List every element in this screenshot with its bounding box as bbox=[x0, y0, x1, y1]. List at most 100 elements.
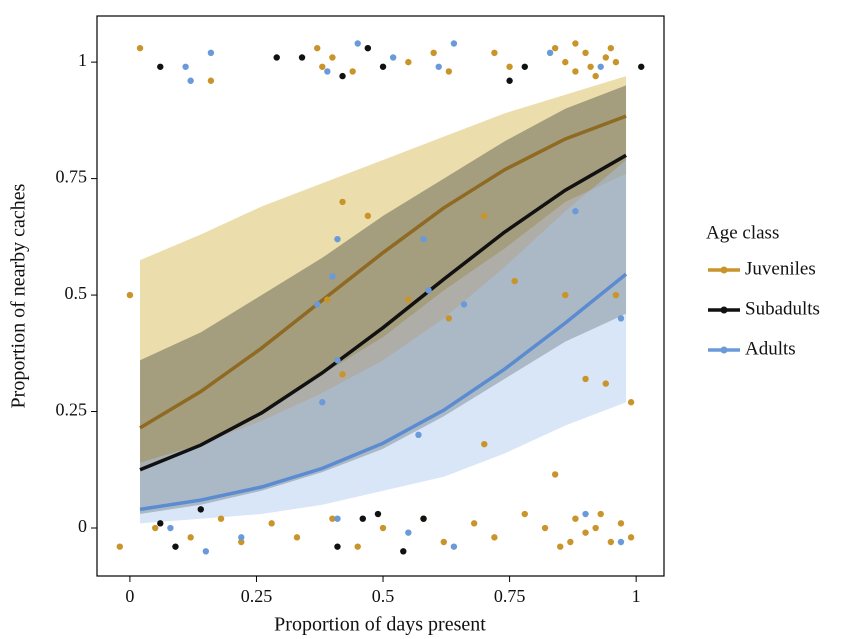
data-point bbox=[354, 40, 361, 47]
data-point bbox=[202, 548, 210, 555]
legend-label: Adults bbox=[745, 338, 796, 359]
data-point bbox=[450, 543, 458, 550]
data-point bbox=[415, 431, 422, 439]
data-point bbox=[167, 524, 174, 532]
data-point bbox=[470, 520, 478, 527]
data-point bbox=[440, 538, 447, 546]
y-tick-label: 0.75 bbox=[56, 167, 88, 187]
x-tick-label: 1 bbox=[632, 586, 641, 606]
data-point bbox=[334, 543, 341, 550]
data-point bbox=[597, 510, 604, 518]
legend-title: Age class bbox=[706, 222, 779, 243]
data-point bbox=[551, 44, 559, 52]
data-point bbox=[273, 54, 280, 61]
data-point bbox=[627, 534, 635, 541]
data-point bbox=[627, 399, 635, 406]
data-point bbox=[617, 520, 625, 527]
data-point bbox=[587, 63, 594, 70]
data-point bbox=[319, 399, 326, 406]
data-point bbox=[597, 63, 604, 70]
data-point bbox=[339, 72, 346, 80]
data-point bbox=[425, 287, 432, 294]
data-point bbox=[430, 49, 437, 57]
data-point bbox=[238, 538, 245, 546]
data-point bbox=[617, 315, 625, 322]
data-point bbox=[207, 77, 215, 84]
data-point bbox=[339, 198, 346, 206]
fit-line bbox=[139, 114, 627, 430]
data-point bbox=[152, 524, 159, 532]
data-point bbox=[602, 54, 609, 61]
data-point bbox=[551, 471, 559, 478]
y-axis-label: Proportion of nearby caches bbox=[8, 183, 30, 408]
data-point bbox=[612, 58, 620, 66]
data-point bbox=[217, 515, 225, 522]
data-point bbox=[197, 506, 204, 513]
confidence-band bbox=[140, 85, 627, 515]
x-tick-label: 0.25 bbox=[241, 586, 273, 606]
data-point bbox=[521, 63, 528, 70]
data-point bbox=[592, 72, 599, 80]
data-point bbox=[445, 315, 453, 322]
x-tick-label: 0.75 bbox=[494, 586, 526, 606]
data-point bbox=[298, 54, 306, 61]
legend-label: Juveniles bbox=[745, 258, 816, 279]
data-point bbox=[405, 58, 412, 66]
data-point bbox=[354, 543, 361, 550]
data-point bbox=[582, 529, 589, 536]
legend-dot bbox=[720, 306, 728, 314]
x-axis-label: Proportion of days present bbox=[274, 614, 486, 636]
data-point bbox=[364, 212, 372, 220]
data-point bbox=[329, 273, 336, 280]
y-tick-label: 1 bbox=[78, 50, 87, 70]
data-point bbox=[238, 534, 245, 541]
data-point bbox=[557, 543, 564, 550]
x-tick-label: 0 bbox=[125, 586, 134, 606]
data-point bbox=[405, 529, 412, 536]
data-point bbox=[445, 68, 453, 75]
data-point bbox=[450, 40, 458, 47]
data-point bbox=[172, 543, 179, 550]
fit-line bbox=[139, 153, 627, 472]
y-tick-label: 0.5 bbox=[65, 283, 88, 303]
data-point bbox=[157, 520, 164, 527]
legend-dot bbox=[720, 346, 728, 354]
data-point bbox=[572, 68, 579, 75]
data-point bbox=[334, 235, 341, 243]
data-point bbox=[207, 49, 215, 57]
data-point bbox=[582, 510, 589, 518]
data-point bbox=[607, 44, 615, 52]
data-point bbox=[293, 534, 301, 541]
data-point bbox=[324, 296, 331, 303]
data-point bbox=[334, 515, 341, 522]
data-point bbox=[379, 63, 387, 70]
plot-frame bbox=[96, 15, 665, 577]
data-point bbox=[420, 515, 427, 522]
data-point bbox=[562, 291, 569, 299]
data-point bbox=[607, 538, 615, 546]
data-point bbox=[582, 49, 589, 57]
legend-dot bbox=[720, 266, 728, 274]
data-point bbox=[638, 63, 645, 70]
data-point bbox=[481, 212, 488, 220]
data-point bbox=[572, 208, 579, 215]
data-point bbox=[389, 54, 397, 61]
y-tick-label: 0 bbox=[78, 516, 87, 536]
data-point bbox=[379, 524, 387, 532]
confidence-band bbox=[140, 159, 627, 524]
data-point bbox=[136, 44, 144, 52]
y-tick-label: 0.25 bbox=[56, 400, 88, 420]
data-point bbox=[324, 68, 331, 75]
data-point bbox=[420, 235, 427, 243]
data-point bbox=[567, 538, 574, 546]
data-point bbox=[157, 63, 164, 70]
data-point bbox=[572, 515, 579, 522]
data-point bbox=[405, 296, 412, 303]
data-point bbox=[435, 63, 442, 70]
data-point bbox=[506, 77, 513, 84]
legend-label: Subadults bbox=[745, 298, 820, 319]
data-point bbox=[314, 301, 321, 308]
data-point bbox=[592, 524, 599, 532]
data-point bbox=[562, 58, 569, 66]
